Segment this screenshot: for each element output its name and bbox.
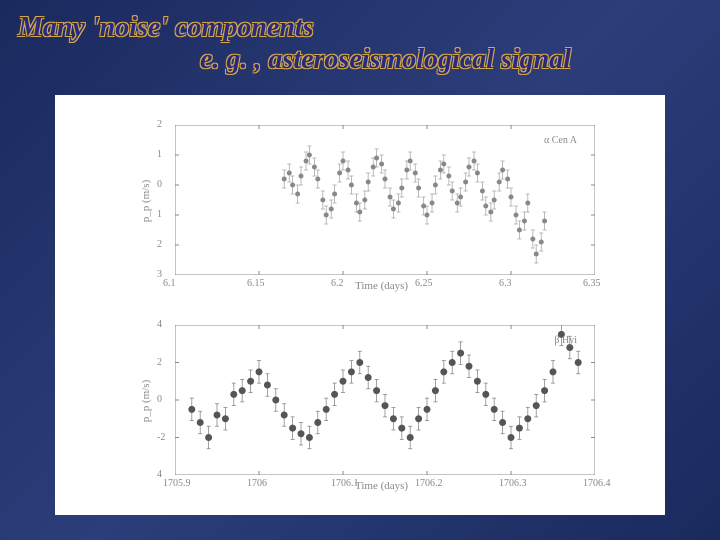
ytick-label: 0 — [157, 179, 162, 190]
chart2: β Hyi — [175, 325, 595, 475]
xtick-label: 1706.2 — [415, 478, 443, 489]
chart1-svg — [175, 125, 595, 275]
xtick-label: 6.35 — [583, 278, 601, 289]
xtick-label: 6.1 — [163, 278, 176, 289]
ytick-label: 4 — [157, 469, 162, 480]
ytick-label: 0 — [157, 394, 162, 405]
xtick-label: 6.25 — [415, 278, 433, 289]
ytick-label: 2 — [157, 357, 162, 368]
xtick-label: 6.3 — [499, 278, 512, 289]
ytick-label: 4 — [157, 319, 162, 330]
xtick-label: 1706.3 — [499, 478, 527, 489]
chart1-ylabel: p_p (m/s) — [140, 180, 152, 222]
chart1-xlabel: Time (days) — [355, 280, 408, 292]
title-line2: e. g. , asteroseismological signal — [200, 44, 571, 76]
xtick-label: 6.15 — [247, 278, 265, 289]
chart2-xlabel: Time (days) — [355, 480, 408, 492]
xtick-label: 1706 — [247, 478, 267, 489]
xtick-label: 1706.4 — [583, 478, 611, 489]
ytick-label: -2 — [157, 432, 165, 443]
chart2-ylabel: p_p (m/s) — [140, 380, 152, 422]
ytick-label: 2 — [157, 239, 162, 250]
xtick-label: 1705.9 — [163, 478, 191, 489]
ytick-label: 1 — [157, 209, 162, 220]
ytick-label: 2 — [157, 119, 162, 130]
chart2-annotation: β Hyi — [554, 335, 577, 346]
chart2-svg — [175, 325, 595, 475]
title-line1: Many 'noise' components — [18, 12, 314, 44]
xtick-label: 1706.1 — [331, 478, 359, 489]
chart1-annotation: α Cen A — [544, 135, 577, 146]
chart-container: α Cen A p_p (m/s) Time (days) 6.1 6.15 6.2… — [55, 95, 665, 515]
chart1: α Cen A — [175, 125, 595, 275]
ytick-label: 1 — [157, 149, 162, 160]
ytick-label: 3 — [157, 269, 162, 280]
xtick-label: 6.2 — [331, 278, 344, 289]
